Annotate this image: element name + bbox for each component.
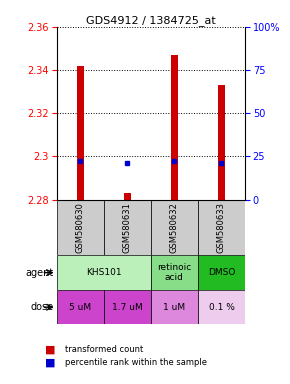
Text: 5 uM: 5 uM [69, 303, 91, 312]
Text: KHS101: KHS101 [86, 268, 122, 277]
Title: GDS4912 / 1384725_at: GDS4912 / 1384725_at [86, 15, 216, 26]
Bar [198, 200, 245, 255]
Text: ■: ■ [45, 344, 55, 354]
Bar [57, 200, 104, 255]
Bar [57, 255, 151, 290]
Bar [151, 290, 198, 324]
Text: DMSO: DMSO [208, 268, 235, 277]
Bar [198, 255, 245, 290]
Text: ■: ■ [45, 358, 55, 368]
Text: GSM580633: GSM580633 [217, 202, 226, 253]
Text: GSM580632: GSM580632 [170, 202, 179, 253]
Text: transformed count: transformed count [65, 345, 144, 354]
Text: 1 uM: 1 uM [163, 303, 185, 312]
Text: GSM580630: GSM580630 [76, 202, 85, 253]
Text: 1.7 uM: 1.7 uM [112, 303, 143, 312]
Bar [171, 55, 178, 200]
Text: 0.1 %: 0.1 % [209, 303, 234, 312]
Bar [124, 193, 131, 200]
Bar [151, 255, 198, 290]
Bar [104, 200, 151, 255]
Bar [104, 290, 151, 324]
Bar [198, 290, 245, 324]
Text: dose: dose [30, 302, 54, 312]
Text: agent: agent [26, 268, 54, 278]
Text: percentile rank within the sample: percentile rank within the sample [65, 358, 207, 367]
Bar [218, 85, 225, 200]
Bar [77, 66, 84, 200]
Bar [151, 200, 198, 255]
Bar [57, 290, 104, 324]
Text: GSM580631: GSM580631 [123, 202, 132, 253]
Text: retinoic
acid: retinoic acid [157, 263, 191, 282]
